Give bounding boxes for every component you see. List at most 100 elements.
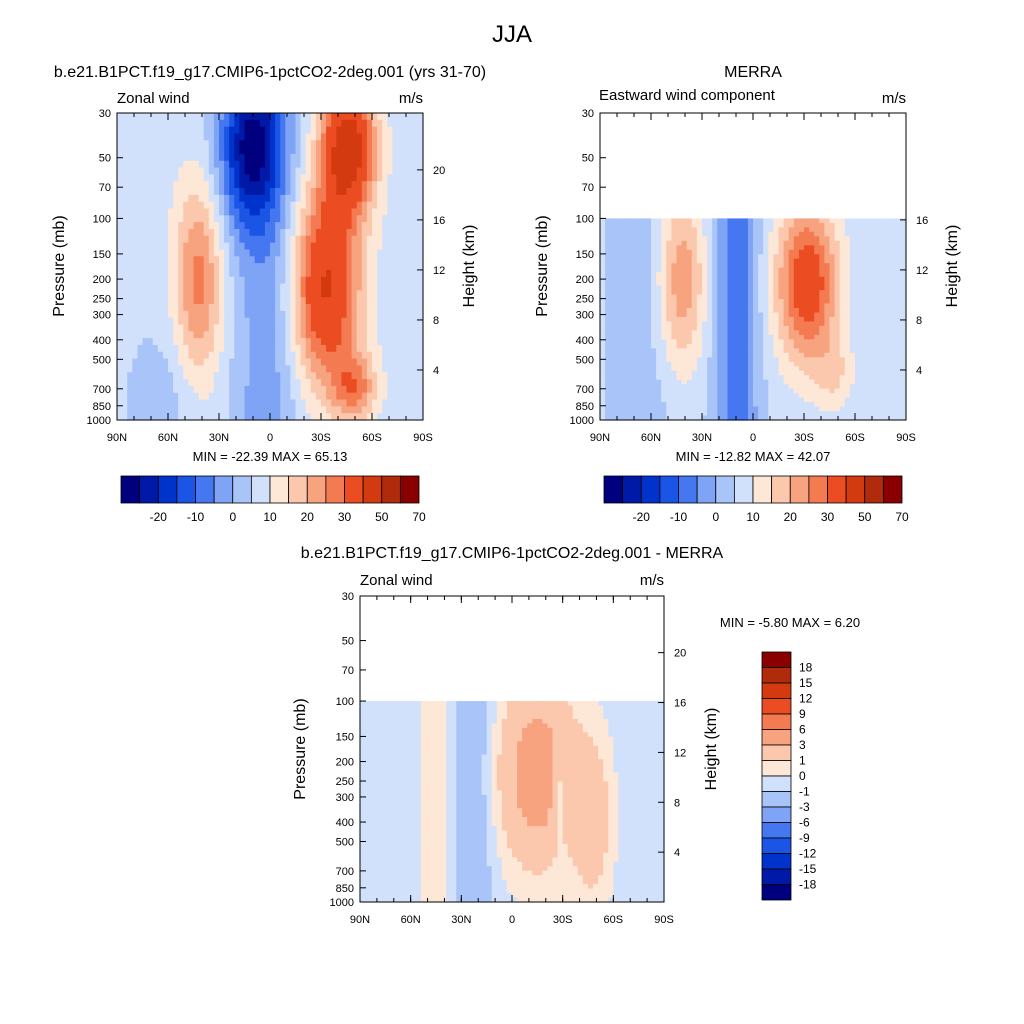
x-tick-label: 30N — [451, 914, 471, 926]
colorbar-swatch — [845, 475, 866, 504]
colorbar-swatch — [761, 760, 792, 777]
colorbar-swatch — [733, 475, 754, 504]
colorbar-label: -1 — [799, 785, 810, 799]
colorbar-swatch — [269, 475, 290, 504]
x-tick-label: 30S — [311, 432, 331, 444]
colorbar-label: 12 — [799, 692, 813, 706]
colorbar-label: 15 — [799, 676, 813, 690]
colorbar-label: 20 — [301, 510, 315, 524]
colorbar-swatch — [761, 806, 792, 823]
contour-fill — [600, 218, 907, 421]
y-tick-label: 50 — [582, 153, 594, 165]
colorbar-swatch — [761, 682, 792, 699]
figure-title: JJA — [492, 21, 532, 48]
colorbar-label: 20 — [784, 510, 798, 524]
y-tick-label: 700 — [93, 384, 111, 396]
units-label: m/s — [399, 90, 423, 107]
y-tick-label: 500 — [336, 837, 354, 849]
colorbar-swatch — [622, 475, 642, 504]
y-tick-label: 200 — [576, 274, 594, 286]
colorbar-swatch — [808, 475, 828, 504]
x-tick-label: 60S — [845, 432, 865, 444]
y-tick-label: 70 — [342, 665, 354, 677]
x-tick-label: 60S — [604, 914, 624, 926]
colorbar-label: -15 — [799, 862, 817, 876]
y-tick-label: 400 — [336, 817, 354, 829]
colorbar-label: 1 — [799, 754, 806, 768]
y-tick-label-right: 16 — [433, 215, 445, 227]
colorbar-swatch — [864, 475, 884, 504]
y-tick-label-right: 12 — [674, 747, 686, 759]
panel-merra: MERRA Eastward wind component m/s Pressu… — [534, 64, 961, 524]
colorbar-label: 30 — [821, 510, 835, 524]
x-tick-label: 30S — [553, 914, 573, 926]
colorbar-swatch — [761, 667, 792, 684]
colorbar-swatch — [761, 713, 792, 730]
colorbar-label: 70 — [895, 510, 909, 524]
y-tick-label: 400 — [576, 335, 594, 347]
units-label: m/s — [640, 572, 664, 589]
y-tick-label: 500 — [93, 354, 111, 366]
x-tick-label: 90N — [350, 914, 370, 926]
left-label: Eastward wind component — [599, 87, 776, 104]
panel-title: MERRA — [724, 64, 782, 81]
colorbar-label: -3 — [799, 800, 810, 814]
y-tick-label: 150 — [576, 249, 594, 261]
colorbar-label: -6 — [799, 816, 810, 830]
colorbar: -20 -10 0 10 20 30 50 70 — [603, 475, 909, 524]
y-tick-label: 1000 — [87, 415, 111, 427]
y-tick-label: 70 — [582, 182, 594, 194]
panel-title: b.e21.B1PCT.f19_g17.CMIP6-1pctCO2-2deg.0… — [54, 64, 486, 81]
y-tick-label-right: 20 — [674, 648, 686, 660]
colorbar-swatch — [157, 475, 178, 504]
plot-area: 90N 60N 30N 0 30S 60S 90S 30 50 70 100 150 200 250 300… — [87, 108, 446, 444]
y-tick-label: 850 — [576, 401, 594, 413]
x-tick-label: 90N — [590, 432, 610, 444]
y-tick-label: 200 — [336, 757, 354, 769]
y-tick-label: 30 — [582, 108, 594, 120]
y-tick-label: 150 — [336, 731, 354, 743]
y-tick-label-right: 4 — [433, 365, 439, 377]
y-tick-label: 1000 — [570, 415, 594, 427]
colorbar-swatch — [761, 744, 792, 761]
colorbar-swatch — [640, 475, 661, 504]
y-tick-label: 300 — [93, 310, 111, 322]
y-tick-label: 150 — [93, 249, 111, 261]
colorbar-swatch — [288, 475, 308, 504]
y-tick-label-right: 12 — [433, 265, 445, 277]
colorbar-swatch — [761, 822, 792, 839]
y-tick-label-right: 16 — [674, 698, 686, 710]
colorbar-swatch — [752, 475, 773, 504]
colorbar-swatch — [789, 475, 810, 504]
colorbar: -20 -10 0 10 20 30 50 70 — [120, 475, 426, 524]
y-tick-label: 50 — [99, 153, 111, 165]
colorbar-swatch — [761, 791, 792, 808]
colorbar-label: 3 — [799, 738, 806, 752]
colorbar-swatch — [250, 475, 271, 504]
colorbar-swatch — [761, 853, 792, 870]
y-tick-label: 850 — [93, 401, 111, 413]
y-tick-label-right: 4 — [916, 365, 922, 377]
y-tick-label: 100 — [576, 213, 594, 225]
y-tick-label: 70 — [99, 182, 111, 194]
y-axis-label-right: Height (km) — [944, 225, 961, 308]
colorbar-label: 0 — [712, 510, 719, 524]
panel-title: b.e21.B1PCT.f19_g17.CMIP6-1pctCO2-2deg.0… — [301, 545, 724, 562]
x-tick-label: 90N — [107, 432, 127, 444]
colorbar-label: 18 — [799, 661, 813, 675]
colorbar-label: -10 — [670, 510, 688, 524]
y-tick-label: 30 — [99, 108, 111, 120]
colorbar-swatch — [761, 775, 792, 792]
y-tick-label: 1000 — [330, 897, 354, 909]
y-tick-label: 250 — [336, 776, 354, 788]
panel-difference: b.e21.B1PCT.f19_g17.CMIP6-1pctCO2-2deg.0… — [292, 545, 860, 926]
colorbar-label: 9 — [799, 707, 806, 721]
y-tick-label: 700 — [576, 384, 594, 396]
colorbar-swatch — [761, 729, 792, 746]
colorbar-label: -9 — [799, 831, 810, 845]
colorbar-swatch — [176, 475, 196, 504]
colorbar-swatch — [761, 884, 792, 901]
y-tick-label-right: 16 — [916, 215, 928, 227]
